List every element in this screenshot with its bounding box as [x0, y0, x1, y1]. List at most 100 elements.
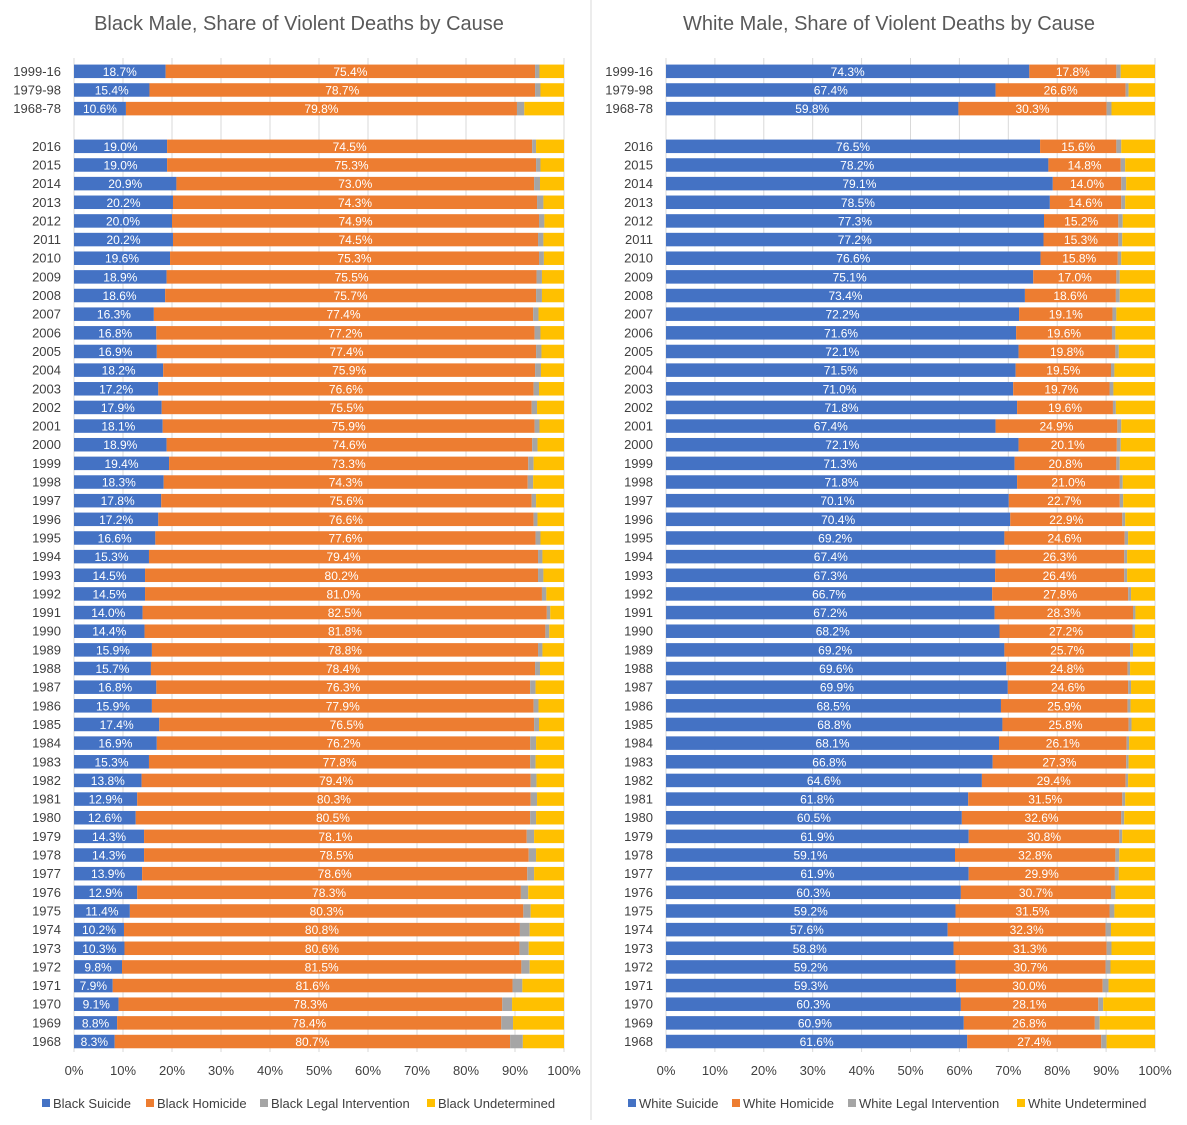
white-category-label: 2003: [624, 381, 653, 396]
black-category-label: 1979-98: [13, 82, 61, 97]
black-category-label: 1997: [32, 493, 61, 508]
white-bar-segment: [995, 419, 1118, 433]
black-bar-segment: [537, 792, 564, 806]
black-bar-segment: [137, 885, 521, 900]
black-data-label: 75.6%: [329, 494, 363, 508]
black-bar-segment: [535, 755, 564, 769]
white-bar-segment: [1117, 419, 1122, 433]
white-bar-segment: [1024, 288, 1116, 303]
black-bar-segment: [550, 605, 564, 620]
black-bar-segment: [74, 101, 126, 116]
white-bar-segment: [1115, 288, 1120, 303]
white-bar-segment: [666, 792, 969, 806]
black-category-label: 2013: [32, 195, 61, 210]
white-bar-segment: [961, 810, 1122, 825]
white-bar-segment: [947, 922, 1106, 937]
white-bar-segment: [666, 960, 956, 974]
white-data-label: 71.8%: [825, 401, 859, 415]
white-bar-segment: [666, 382, 1014, 396]
black-bar-segment: [536, 848, 564, 862]
white-data-label: 30.8%: [1027, 830, 1061, 844]
white-legend-swatch: [732, 1099, 740, 1107]
black-bar-segment: [114, 1034, 511, 1049]
white-data-label: 72.2%: [826, 308, 860, 322]
black-bar-segment: [74, 288, 166, 303]
black-data-label: 76.2%: [326, 737, 360, 751]
black-bar-segment: [528, 456, 534, 471]
white-category-label: 2015: [624, 157, 653, 172]
white-bar-segment: [999, 736, 1127, 750]
black-category-label: 1992: [32, 586, 61, 601]
black-bar-segment: [74, 64, 166, 79]
black-category-label: 2007: [32, 307, 61, 322]
black-bar-segment: [542, 643, 564, 657]
black-bar-segment: [145, 587, 542, 601]
white-bar-segment: [666, 866, 969, 881]
white-bar-segment: [666, 363, 1016, 377]
black-bar-segment: [522, 978, 564, 993]
black-data-label: 17.2%: [99, 382, 133, 396]
white-data-label: 60.3%: [796, 886, 830, 900]
white-bar-segment: [1127, 568, 1155, 583]
white-category-label: 1983: [624, 754, 653, 769]
white-bar-segment: [1116, 437, 1121, 452]
black-bar-segment: [530, 680, 536, 694]
white-data-label: 15.8%: [1062, 252, 1096, 266]
black-bar-segment: [526, 829, 535, 844]
white-category-label: 1990: [624, 624, 653, 639]
white-data-label: 59.3%: [794, 979, 828, 993]
white-bar-segment: [1013, 382, 1110, 396]
white-data-label: 31.5%: [1015, 904, 1049, 918]
black-category-label: 1986: [32, 698, 61, 713]
white-data-label: 19.7%: [1044, 382, 1078, 396]
black-data-label: 78.3%: [293, 998, 327, 1012]
black-bar-segment: [516, 101, 525, 116]
white-data-label: 21.0%: [1051, 476, 1085, 490]
black-bar-segment: [74, 400, 162, 415]
black-category-label: 2011: [33, 232, 61, 247]
white-bar-segment: [967, 1034, 1102, 1049]
black-bar-segment: [74, 885, 138, 900]
black-bar-segment: [161, 400, 532, 415]
white-bar-segment: [1130, 699, 1155, 713]
black-bar-segment: [74, 176, 177, 191]
white-x-tick-label: 10%: [702, 1063, 728, 1078]
white-category-label: 2004: [624, 363, 653, 378]
white-bar-segment: [958, 101, 1107, 116]
black-bar-segment: [530, 736, 537, 750]
white-bar-segment: [1118, 214, 1123, 228]
black-data-label: 81.6%: [296, 979, 330, 993]
black-bar-segment: [144, 829, 527, 844]
white-category-label: 1980: [624, 810, 653, 825]
black-category-label: 2004: [32, 363, 61, 378]
white-bar-segment: [1102, 978, 1109, 993]
black-bar-segment: [176, 176, 535, 191]
black-bar-segment: [74, 1034, 115, 1049]
black-bar-segment: [524, 101, 564, 116]
white-bar-segment: [992, 755, 1127, 769]
white-bar-segment: [666, 288, 1025, 303]
white-bar-segment: [1118, 232, 1123, 247]
black-data-label: 13.9%: [91, 867, 125, 881]
black-x-tick-label: 50%: [306, 1063, 332, 1078]
white-bar-segment: [1116, 456, 1120, 471]
black-bar-segment: [529, 960, 564, 974]
black-data-label: 16.8%: [98, 681, 132, 695]
black-category-label: 2009: [32, 269, 61, 284]
black-bar-segment: [532, 437, 538, 452]
white-category-label: 1976: [624, 885, 653, 900]
white-bar-segment: [1128, 680, 1132, 694]
black-data-label: 75.9%: [332, 420, 366, 434]
black-data-label: 80.5%: [316, 811, 350, 825]
white-bar-segment: [666, 997, 961, 1011]
white-bar-segment: [1121, 195, 1126, 210]
black-bar-segment: [535, 363, 541, 377]
white-data-label: 59.2%: [794, 904, 828, 918]
white-legend-label: White Suicide: [639, 1096, 718, 1111]
black-bar-segment: [537, 400, 564, 415]
white-data-label: 32.8%: [1018, 849, 1052, 863]
black-data-label: 20.9%: [108, 177, 142, 191]
black-bar-segment: [122, 960, 522, 974]
white-category-label: 2010: [624, 251, 653, 266]
black-bar-segment: [538, 568, 544, 583]
